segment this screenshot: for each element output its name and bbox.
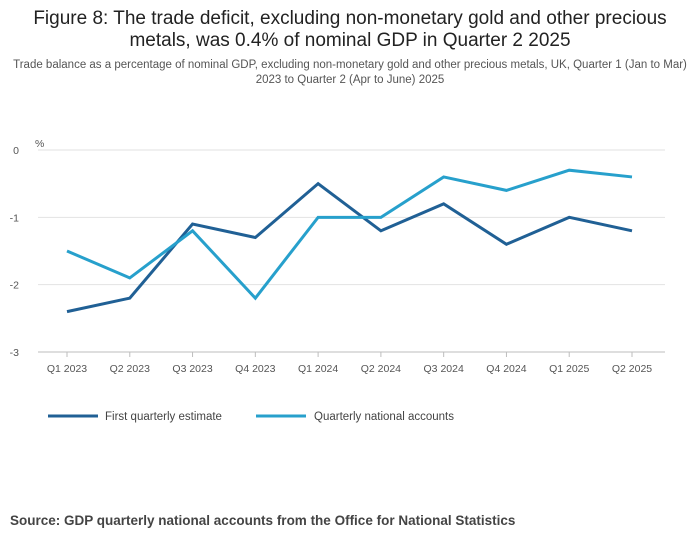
y-tick-label: -1 <box>10 212 19 224</box>
series-line-0 <box>66 181 633 314</box>
source-note: Source: GDP quarterly national accounts … <box>10 513 516 528</box>
y-tick-label: -2 <box>10 280 19 292</box>
y-tick-label: 0 <box>13 145 19 157</box>
x-tick-label: Q3 2024 <box>424 363 464 375</box>
chart-title: Figure 8: The trade deficit, excluding n… <box>33 8 667 51</box>
x-tick-label: Q4 2023 <box>235 363 275 375</box>
y-axis-unit-label: % <box>35 138 44 150</box>
x-tick-label: Q1 2023 <box>47 363 87 375</box>
x-axis: Q1 2023 Q2 2023 Q3 2023 Q4 2023 Q1 2024 Q2 20… <box>38 351 665 375</box>
legend-label-1: Quarterly national accounts <box>314 411 454 423</box>
x-tick-label: Q1 2024 <box>298 363 338 375</box>
x-tick-label: Q4 2024 <box>486 363 526 375</box>
x-tick-label: Q2 2024 <box>361 363 401 375</box>
x-tick-label: Q3 2023 <box>172 363 212 375</box>
x-tick-label: Q2 2023 <box>110 363 150 375</box>
legend: First quarterly estimate Quarterly nation… <box>48 411 454 423</box>
series-lines <box>66 168 633 314</box>
y-axis: 0 -1 -2 -3% <box>10 138 45 359</box>
chart-subtitle: Trade balance as a percentage of nominal… <box>13 59 687 86</box>
series-line-1 <box>66 168 633 301</box>
x-tick-label: Q1 2025 <box>549 363 589 375</box>
x-tick-label: Q2 2025 <box>612 363 652 375</box>
legend-label-0: First quarterly estimate <box>105 411 222 423</box>
line-chart: 0-1-2-3% Q1 2023 Q2 2023 Q3 2023 Q4 2023 Q1 … <box>10 138 665 423</box>
y-tick-label: -3 <box>10 347 19 359</box>
